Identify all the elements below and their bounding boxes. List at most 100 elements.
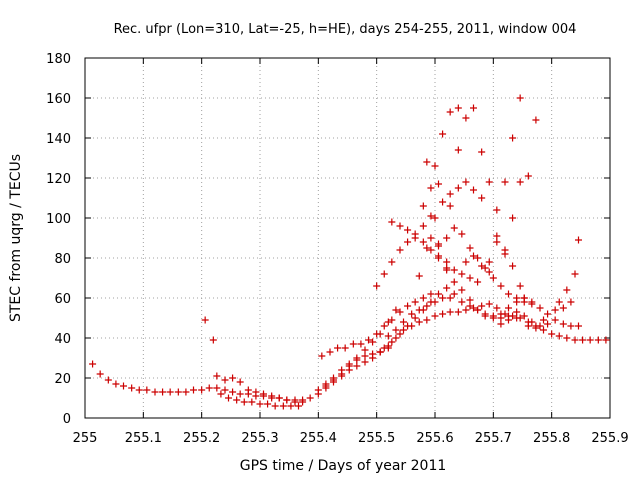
data-point: [427, 234, 435, 242]
data-point: [404, 226, 412, 234]
data-point: [427, 290, 435, 298]
data-point: [571, 270, 579, 278]
data-point: [244, 386, 252, 394]
data-point: [264, 400, 272, 408]
data-point: [559, 320, 567, 328]
data-point: [555, 332, 563, 340]
data-point: [209, 336, 217, 344]
data-point: [217, 390, 225, 398]
data-point: [575, 322, 582, 330]
data-point: [493, 304, 501, 312]
data-point: [229, 374, 237, 382]
data-point: [489, 274, 497, 282]
data-point: [415, 306, 423, 314]
data-point: [485, 300, 493, 308]
data-point: [439, 198, 447, 206]
data-point: [478, 302, 486, 310]
data-point: [236, 378, 244, 386]
data-point: [182, 388, 190, 396]
data-point: [450, 266, 458, 274]
data-point: [365, 336, 372, 344]
data-point: [443, 258, 451, 266]
data-point: [478, 194, 486, 202]
data-point: [431, 298, 439, 306]
data-point: [369, 338, 377, 346]
y-tick-label: 160: [46, 92, 71, 107]
plot-frame: [84, 57, 611, 419]
data-point: [135, 386, 143, 394]
data-point: [104, 376, 112, 384]
data-point: [279, 402, 287, 410]
data-point: [369, 350, 377, 358]
data-point: [268, 392, 276, 400]
data-point: [357, 340, 365, 348]
data-point: [474, 278, 482, 286]
data-point: [423, 244, 431, 252]
data-point: [567, 298, 575, 306]
data-point: [376, 330, 384, 338]
data-point: [524, 172, 532, 180]
data-point: [466, 296, 474, 304]
data-point: [225, 394, 232, 402]
data-point: [271, 402, 279, 410]
data-point: [555, 298, 563, 306]
data-point: [450, 224, 458, 232]
data-point: [248, 398, 256, 406]
data-point: [252, 388, 260, 396]
data-point: [528, 300, 536, 308]
data-point: [462, 258, 470, 266]
data-point: [174, 388, 182, 396]
data-point: [501, 246, 509, 254]
data-point: [233, 396, 241, 404]
data-point: [205, 384, 213, 392]
axis-ticks: 255 255.1 255.2 255.3 255.4 255.5 255.6 255.7 25…: [46, 52, 628, 446]
data-point: [229, 388, 237, 396]
data-point: [431, 214, 439, 222]
data-point: [446, 294, 454, 302]
data-point: [505, 312, 512, 320]
data-point: [493, 232, 501, 240]
data-point: [454, 146, 462, 154]
data-point: [221, 386, 229, 394]
data-point: [524, 322, 532, 330]
data-point: [493, 238, 501, 246]
data-point: [431, 162, 439, 170]
chart-title: Rec. ufpr (Lon=310, Lat=-25, h=HE), days…: [114, 22, 577, 37]
data-point: [485, 178, 493, 186]
data-point: [322, 382, 330, 390]
data-point: [392, 326, 400, 334]
data-point: [400, 326, 407, 334]
data-point: [462, 114, 470, 122]
data-point: [256, 400, 264, 408]
y-tick-label: 120: [46, 172, 71, 187]
data-point: [159, 388, 167, 396]
data-point: [260, 390, 267, 398]
y-tick-label: 140: [46, 132, 71, 147]
data-point: [392, 334, 400, 342]
data-point: [478, 262, 486, 270]
data-point: [166, 388, 174, 396]
data-point: [314, 386, 322, 394]
data-point: [443, 284, 451, 292]
data-point: [431, 312, 439, 320]
data-point: [326, 348, 334, 356]
data-point: [548, 330, 556, 338]
data-point: [497, 314, 505, 322]
data-point: [143, 386, 151, 394]
x-tick-label: 255.7: [475, 431, 512, 446]
x-tick-label: 255.4: [300, 431, 337, 446]
data-point: [439, 130, 447, 138]
data-point: [458, 286, 466, 294]
data-point: [404, 238, 412, 246]
x-tick-label: 255.1: [125, 431, 162, 446]
data-point: [458, 270, 466, 278]
data-point: [435, 290, 442, 298]
data-point: [306, 394, 314, 402]
data-point: [470, 186, 477, 194]
data-point: [236, 390, 244, 398]
y-tick-label: 80: [54, 252, 71, 267]
y-tick-label: 20: [54, 372, 71, 387]
data-point: [505, 304, 512, 312]
data-point: [330, 376, 337, 384]
